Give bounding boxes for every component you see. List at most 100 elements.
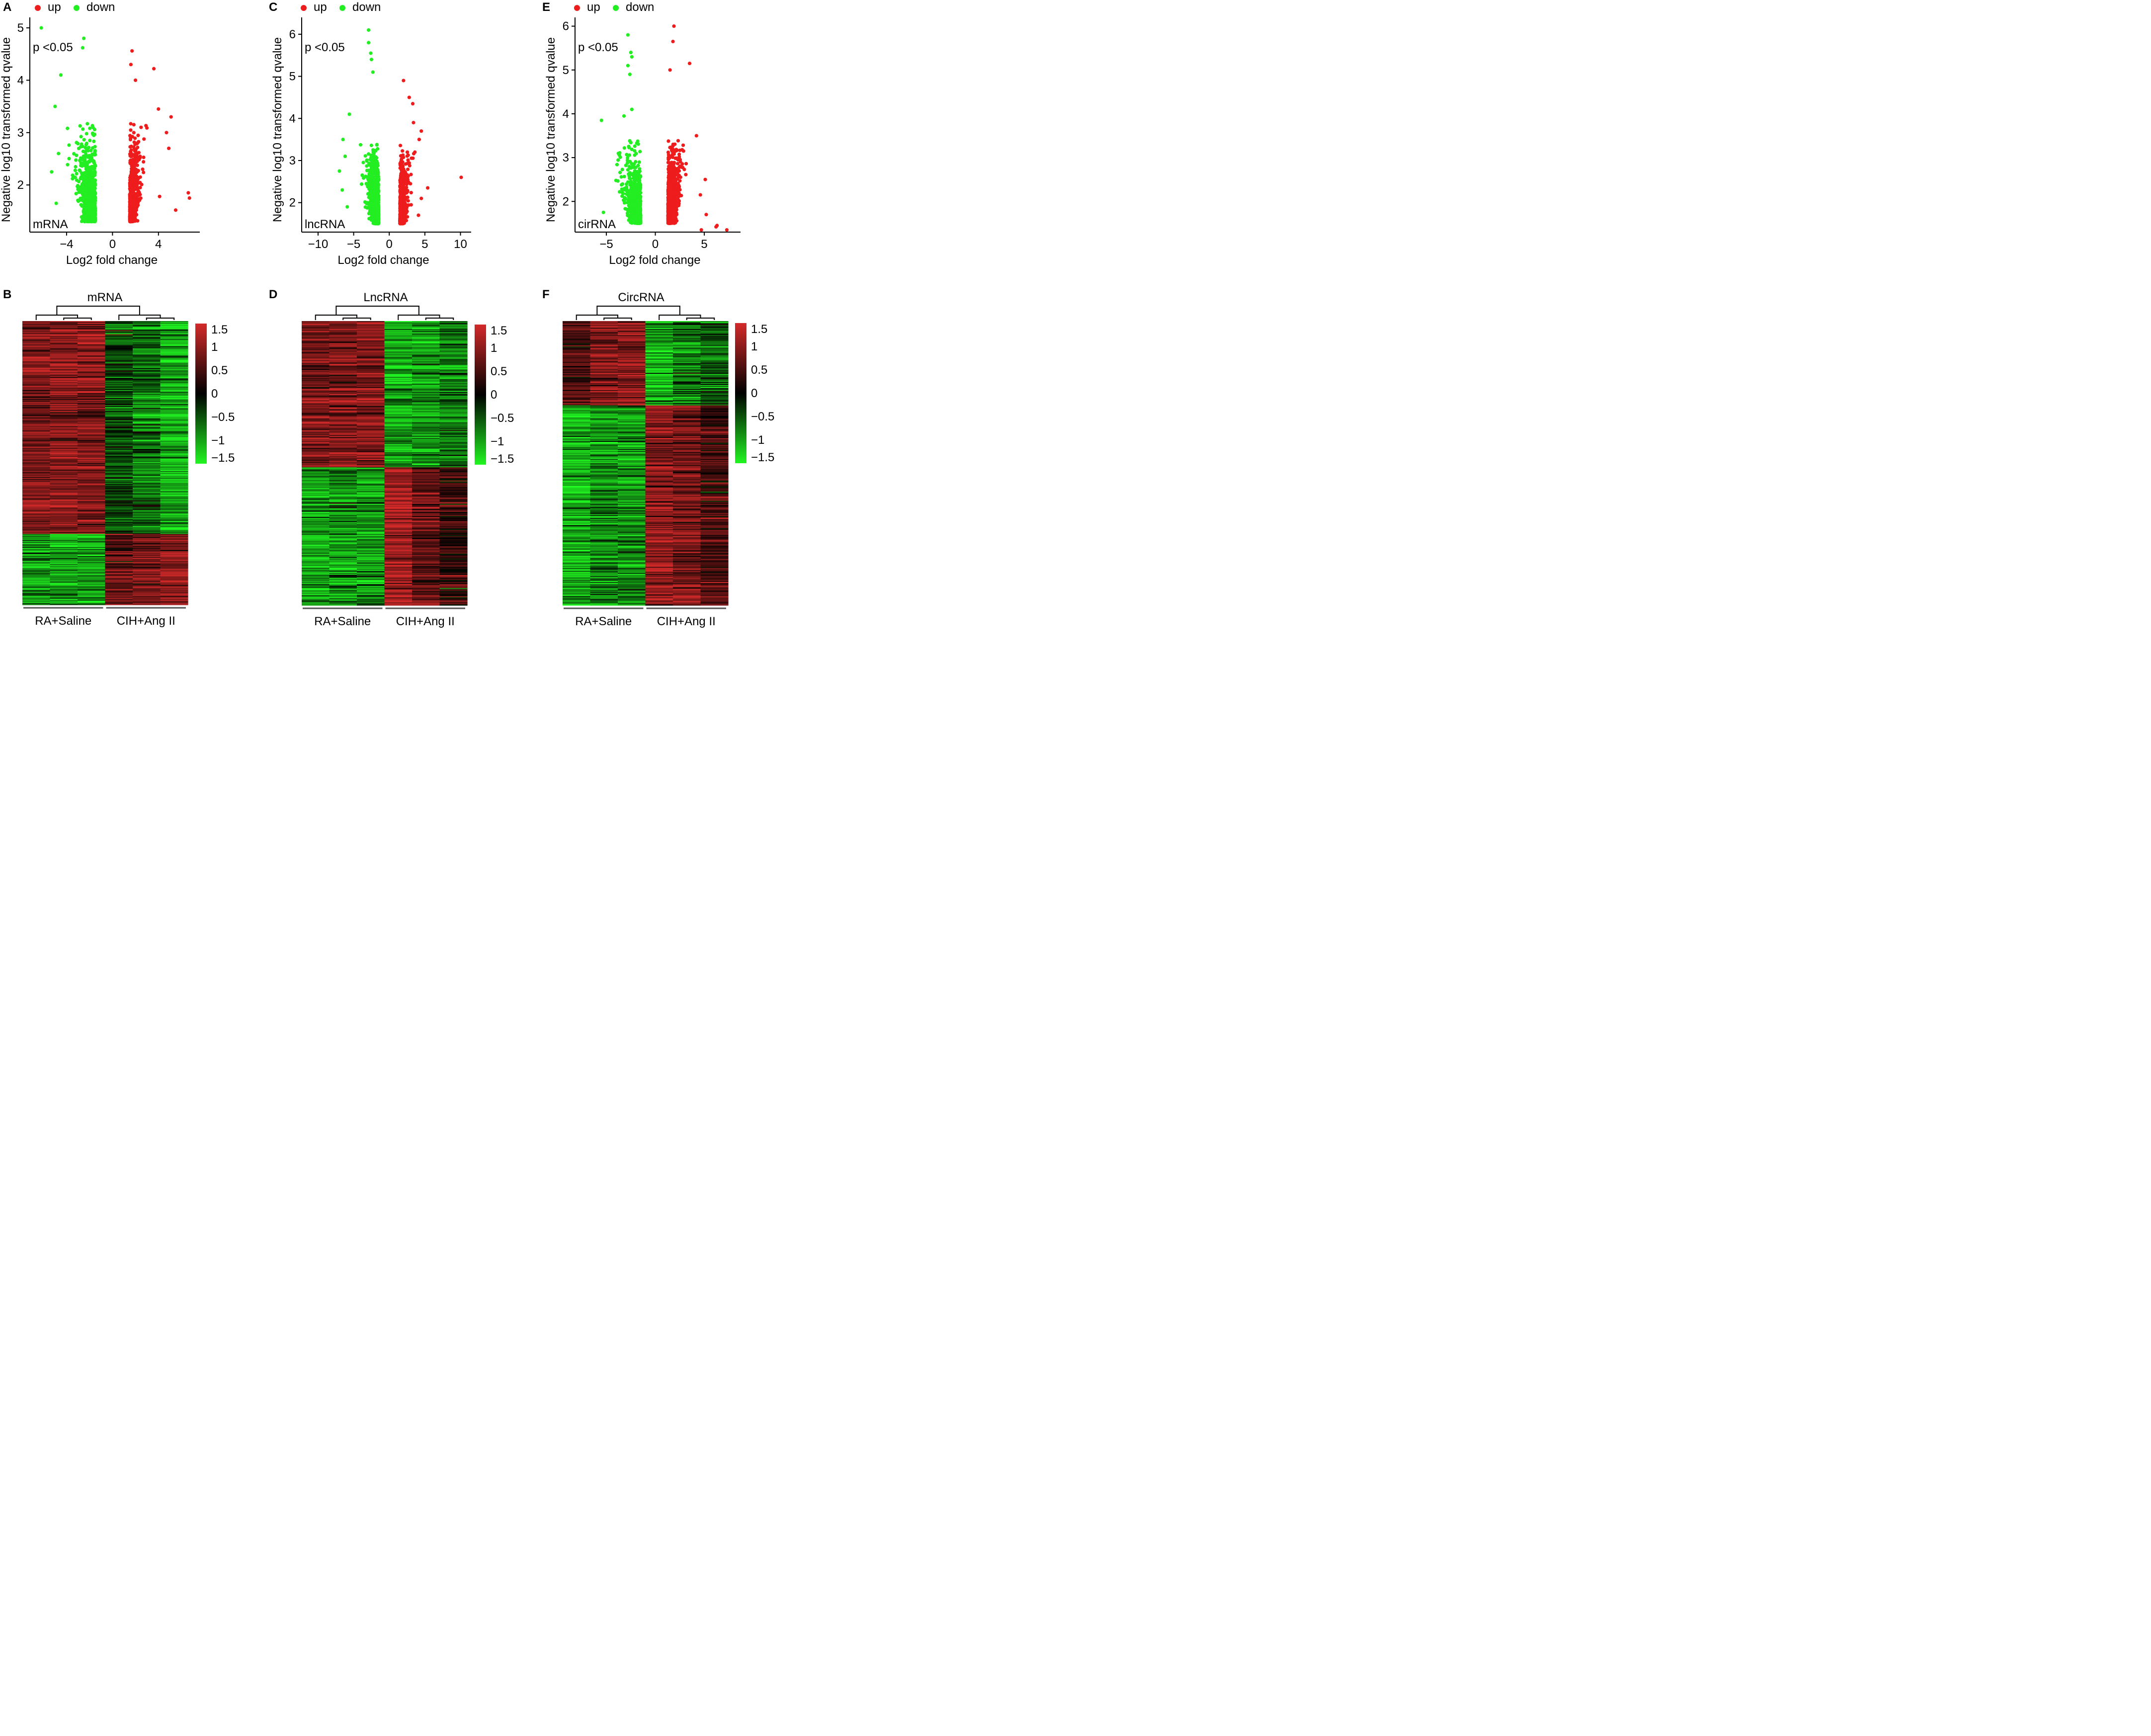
up-point — [405, 154, 409, 158]
down-point — [363, 154, 367, 158]
down-point — [85, 147, 89, 151]
down-point — [81, 46, 84, 50]
up-point — [130, 187, 134, 191]
down-point — [72, 152, 76, 156]
down-point — [629, 181, 633, 185]
down-point — [371, 200, 375, 204]
panel-label: C — [269, 0, 277, 14]
down-point — [84, 141, 88, 146]
down-point — [373, 188, 377, 192]
up-point — [133, 136, 137, 140]
down-point — [361, 161, 365, 165]
down-point — [363, 205, 367, 209]
down-point — [57, 152, 61, 156]
down-point — [616, 152, 620, 156]
down-point — [614, 178, 618, 182]
up-point — [128, 145, 132, 149]
up-point — [402, 79, 406, 83]
down-point — [66, 163, 70, 166]
down-point — [628, 171, 632, 175]
up-point — [407, 203, 411, 207]
up-point — [416, 213, 420, 217]
up-point — [132, 201, 136, 205]
down-point — [376, 199, 380, 203]
down-point — [367, 187, 371, 191]
up-point — [142, 137, 146, 141]
up-point — [133, 155, 137, 159]
down-point — [82, 36, 86, 40]
down-point — [374, 222, 378, 226]
down-point — [619, 183, 624, 187]
down-point — [73, 168, 77, 172]
down-point — [78, 189, 82, 193]
down-point — [50, 170, 54, 174]
down-point — [627, 145, 631, 149]
up-point — [142, 156, 146, 160]
down-point — [619, 175, 623, 179]
down-point — [90, 218, 94, 222]
down-point — [341, 138, 345, 142]
down-point — [624, 182, 628, 186]
up-point — [132, 169, 136, 173]
up-point — [419, 129, 423, 133]
down-point — [372, 150, 376, 154]
up-point — [128, 134, 132, 138]
down-point — [81, 127, 85, 131]
up-point — [141, 167, 145, 171]
down-point — [638, 150, 642, 154]
legend-up-dot — [301, 5, 307, 11]
x-tick-label: −5 — [347, 238, 360, 251]
up-point — [399, 174, 403, 178]
p-value-annotation: p <0.05 — [33, 41, 73, 54]
y-tick-label: 5 — [289, 70, 296, 83]
down-point — [92, 132, 97, 136]
up-point — [404, 162, 408, 166]
up-point — [157, 107, 161, 111]
down-point — [86, 206, 91, 210]
down-point — [628, 193, 632, 197]
y-axis-label: Negative log10 transformed qvalue — [271, 37, 284, 222]
down-point — [340, 188, 344, 192]
down-point — [89, 195, 93, 199]
down-point — [71, 174, 75, 178]
x-tick-label: 5 — [421, 238, 428, 251]
down-point — [375, 168, 379, 172]
down-point — [81, 144, 84, 149]
down-point — [358, 143, 363, 147]
down-point — [615, 163, 619, 166]
rna-type-label: lncRNA — [305, 218, 345, 231]
up-point — [132, 175, 136, 179]
down-point — [620, 167, 624, 171]
down-point — [369, 58, 374, 62]
up-point — [129, 150, 133, 154]
down-point — [93, 149, 97, 153]
up-point — [167, 146, 171, 151]
legend-down-dot — [613, 5, 619, 11]
down-point — [376, 191, 380, 195]
down-point — [77, 179, 81, 183]
up-point — [136, 203, 140, 207]
up-point — [136, 146, 140, 150]
up-point — [417, 138, 421, 142]
down-point — [625, 207, 629, 211]
up-point — [399, 182, 403, 186]
down-point — [93, 183, 97, 187]
up-point — [403, 209, 407, 213]
legend-up-label: up — [314, 0, 327, 14]
panel-label: E — [542, 0, 550, 14]
down-point — [88, 139, 92, 143]
up-point — [406, 158, 410, 162]
up-point — [129, 171, 133, 175]
up-point — [169, 115, 173, 119]
down-point — [83, 215, 87, 219]
up-point — [412, 121, 415, 125]
up-point — [411, 156, 415, 160]
down-point — [82, 138, 86, 142]
down-point — [622, 146, 626, 150]
down-point — [625, 201, 630, 205]
down-point — [636, 139, 640, 143]
legend-up-label: up — [48, 0, 61, 14]
down-point — [87, 179, 91, 183]
